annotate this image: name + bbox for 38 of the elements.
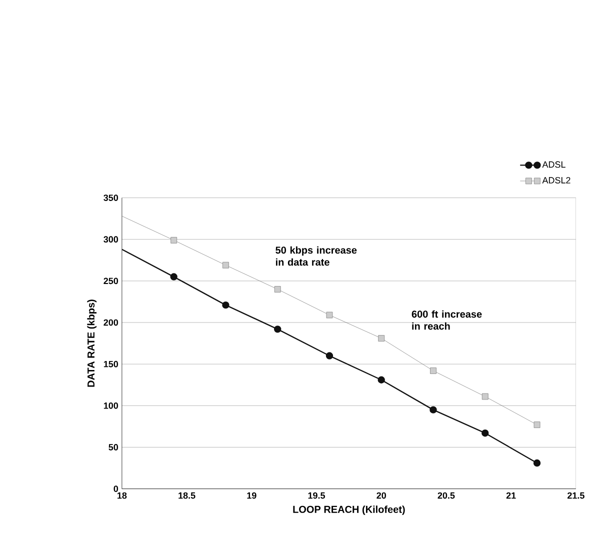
x-tick-label: 19.5 bbox=[308, 492, 326, 499]
y-tick-label: 300 bbox=[104, 236, 118, 243]
point bbox=[170, 237, 178, 244]
x-axis-title: LOOP REACH (Kilofeet) bbox=[293, 506, 405, 515]
point bbox=[222, 262, 229, 268]
point bbox=[482, 393, 488, 400]
point bbox=[170, 273, 178, 280]
x-tick-label: 20.5 bbox=[438, 492, 455, 499]
point bbox=[430, 368, 436, 374]
y-axis-title: DATA RATE (kbps) bbox=[87, 300, 97, 387]
point bbox=[222, 301, 230, 309]
annotation: 600 ft increase in reach bbox=[412, 310, 482, 330]
x-tick-label: 21.5 bbox=[567, 492, 584, 499]
y-tick-label: 50 bbox=[108, 444, 118, 450]
point bbox=[274, 326, 282, 333]
y-tick-label: 200 bbox=[104, 319, 118, 326]
x-tick-label: 20 bbox=[376, 492, 386, 499]
y-tick-label: 100 bbox=[104, 402, 118, 409]
point bbox=[326, 312, 333, 318]
point bbox=[534, 422, 540, 428]
legend-label: ADSL2 bbox=[542, 177, 570, 184]
y-tick-label: 350 bbox=[104, 194, 118, 201]
point bbox=[430, 406, 437, 414]
x-tick-label: 18 bbox=[117, 492, 127, 499]
point bbox=[378, 335, 385, 342]
y-tick-label: 0 bbox=[114, 486, 118, 492]
x-tick-label: 21 bbox=[506, 492, 516, 499]
x-tick-label: 19 bbox=[247, 492, 256, 499]
legend-label: ADSL bbox=[542, 161, 566, 168]
point bbox=[378, 376, 385, 384]
point bbox=[274, 286, 281, 292]
y-tick-label: 250 bbox=[104, 278, 118, 284]
point bbox=[533, 459, 541, 467]
annotation: 50 kbps increase in data rate bbox=[276, 246, 357, 266]
point bbox=[326, 352, 334, 360]
x-tick-label: 18.5 bbox=[178, 492, 196, 499]
y-tick-label: 150 bbox=[104, 360, 118, 368]
point bbox=[482, 429, 489, 437]
